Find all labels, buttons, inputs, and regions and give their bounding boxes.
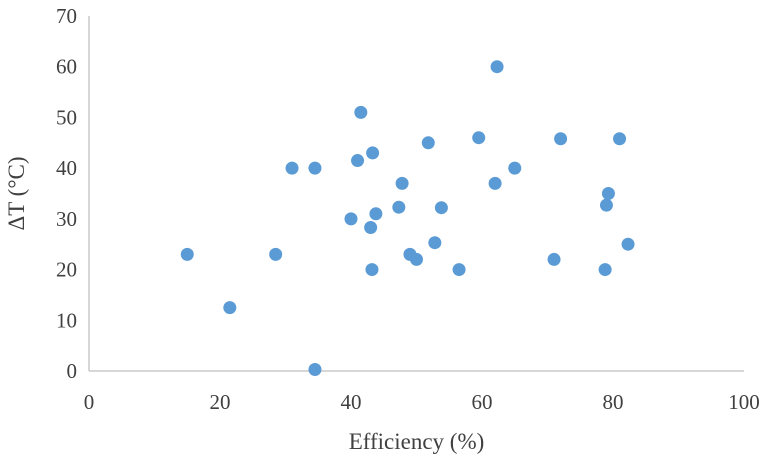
- data-point: [599, 198, 613, 212]
- data-point: [308, 161, 322, 175]
- y-tick-label: 40: [56, 156, 77, 180]
- data-point: [410, 252, 423, 266]
- data-points: [180, 60, 635, 376]
- x-axis-tick-labels: 0 20 40 60 80 100: [84, 390, 760, 414]
- x-tick-label: 60: [472, 390, 493, 414]
- data-point: [598, 263, 612, 277]
- data-point: [223, 301, 237, 315]
- y-tick-label: 50: [56, 105, 77, 129]
- x-tick-label: 100: [728, 390, 760, 414]
- data-point: [180, 247, 194, 261]
- data-point: [434, 201, 448, 215]
- data-point: [269, 247, 283, 261]
- y-tick-label: 20: [56, 258, 77, 282]
- data-point: [308, 362, 322, 376]
- y-axis-tick-labels: 0 10 20 30 40 50 60 70: [56, 4, 77, 383]
- data-point: [601, 187, 615, 200]
- y-tick-label: 60: [56, 55, 77, 79]
- y-tick-label: 70: [56, 4, 77, 28]
- y-axis-title: ΔT (°C): [4, 156, 29, 230]
- y-tick-label: 30: [56, 207, 77, 231]
- data-point: [421, 136, 435, 150]
- data-point: [354, 105, 368, 119]
- data-point: [490, 60, 504, 74]
- data-point: [395, 176, 409, 190]
- data-point: [613, 132, 627, 146]
- data-point: [508, 161, 522, 175]
- data-point: [369, 207, 383, 221]
- data-point: [366, 146, 380, 160]
- data-point: [547, 252, 561, 266]
- x-tick-label: 40: [341, 390, 362, 414]
- y-tick-label: 0: [67, 359, 78, 383]
- x-tick-label: 80: [603, 390, 624, 414]
- x-tick-label: 0: [84, 390, 95, 414]
- data-point: [364, 220, 378, 234]
- data-point: [392, 200, 406, 214]
- data-point: [351, 154, 365, 168]
- data-point: [365, 263, 379, 277]
- data-point: [488, 176, 502, 190]
- data-point: [285, 161, 299, 175]
- x-axis-title: Efficiency (%): [349, 429, 485, 454]
- data-point: [452, 263, 466, 277]
- data-point: [621, 237, 635, 251]
- x-tick-label: 20: [210, 390, 231, 414]
- data-point: [344, 212, 358, 226]
- y-tick-label: 10: [56, 308, 77, 332]
- data-point: [472, 131, 486, 145]
- data-point: [428, 236, 442, 250]
- data-point: [554, 132, 568, 146]
